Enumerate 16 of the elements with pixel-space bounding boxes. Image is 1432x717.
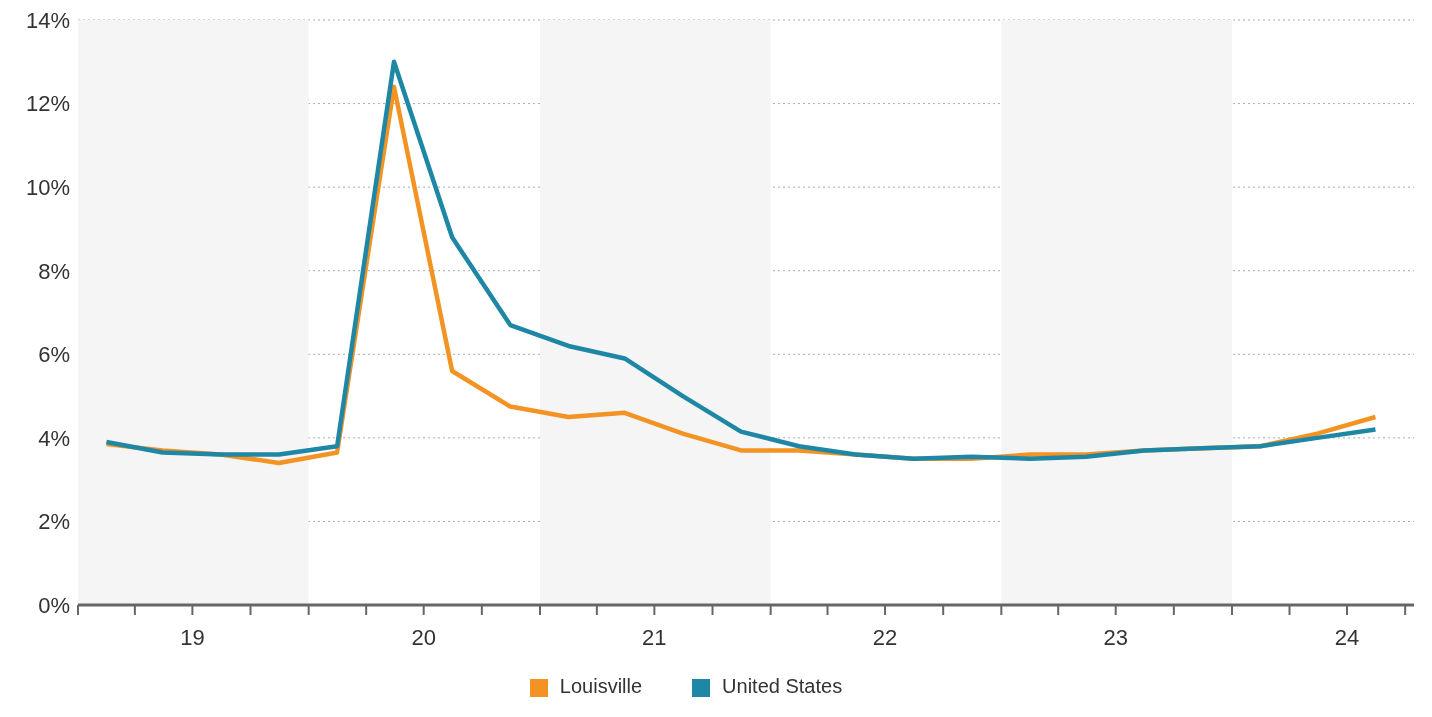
y-tick-label: 14% — [25, 7, 70, 33]
x-tick-label: 20 — [411, 624, 436, 650]
legend-label: Louisville — [559, 675, 643, 697]
x-tick-label: 21 — [642, 624, 667, 650]
x-tick-label: 24 — [1334, 624, 1360, 650]
y-tick-label: 6% — [38, 342, 70, 368]
y-tick-label: 2% — [38, 509, 70, 535]
y-tick-label: 10% — [25, 174, 70, 200]
y-tick-label: 8% — [38, 258, 70, 284]
x-tick-label: 23 — [1103, 624, 1128, 650]
legend-label: United States — [722, 675, 843, 697]
y-tick-label: 4% — [38, 425, 70, 451]
y-tick-label: 12% — [25, 91, 70, 117]
x-tick-label: 22 — [872, 624, 898, 650]
y-tick-label: 0% — [38, 592, 70, 618]
x-tick-label: 19 — [180, 624, 205, 650]
